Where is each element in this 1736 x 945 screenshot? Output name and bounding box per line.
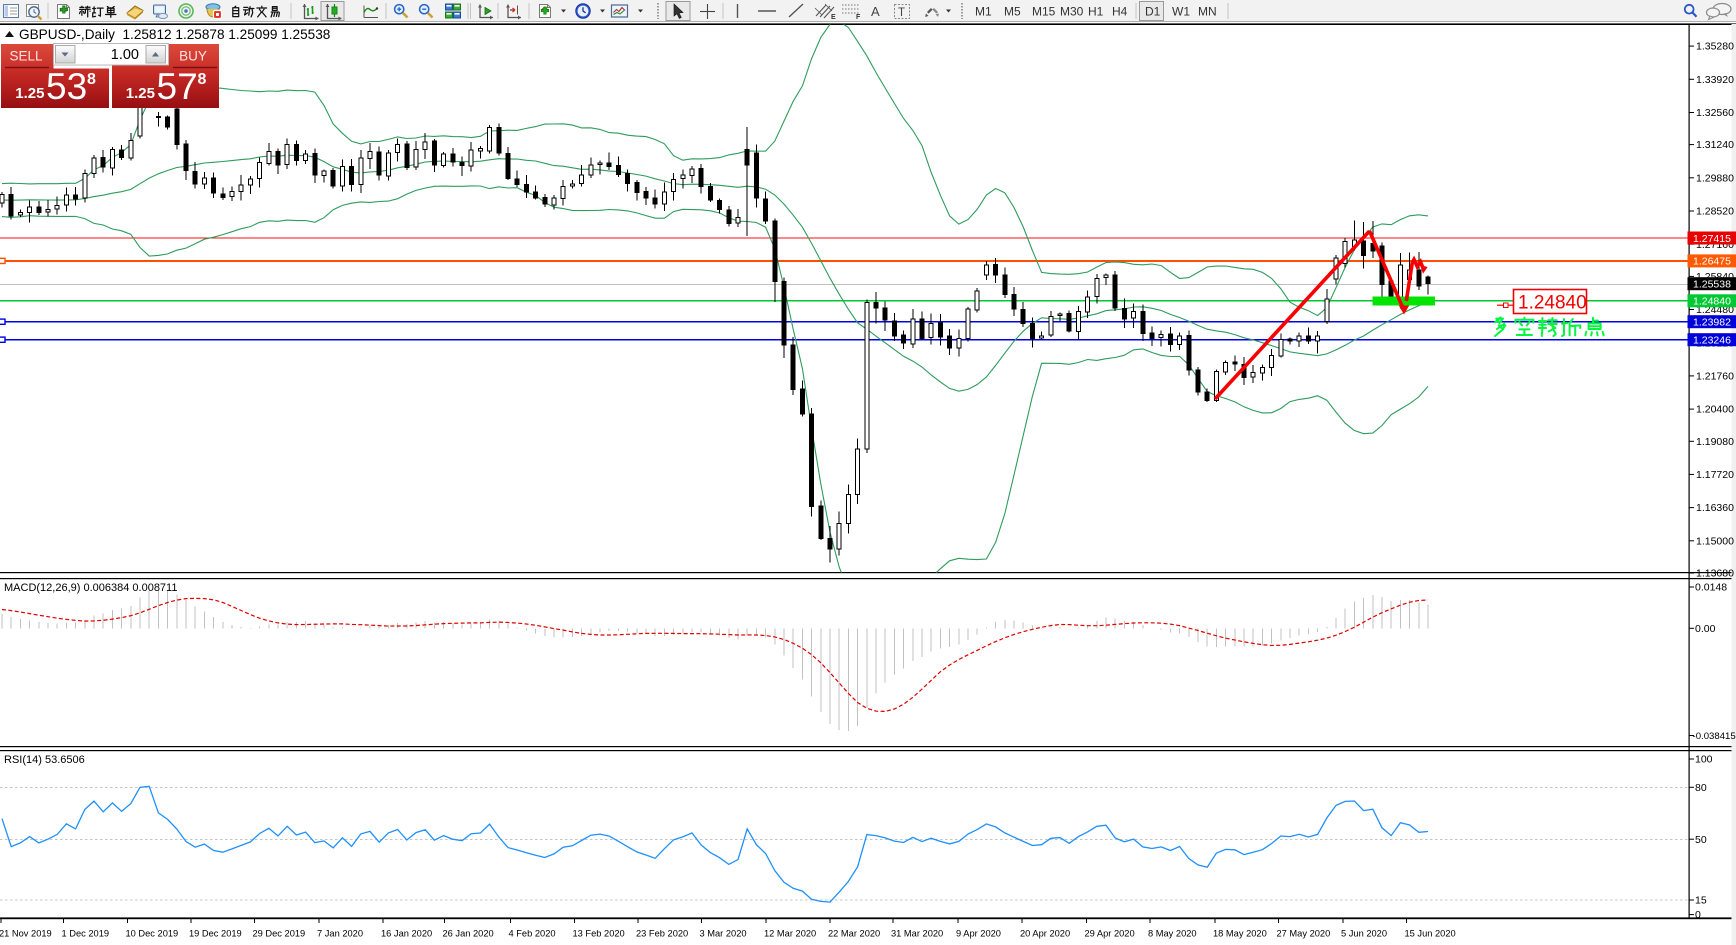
svg-text:100: 100 xyxy=(1695,754,1713,766)
svg-text:A: A xyxy=(871,4,880,19)
svg-text:31 Mar 2020: 31 Mar 2020 xyxy=(891,929,943,939)
svg-text:1.25538: 1.25538 xyxy=(1693,279,1731,291)
svg-text:50: 50 xyxy=(1695,834,1707,846)
svg-text:10 Dec 2019: 10 Dec 2019 xyxy=(126,929,179,939)
svg-text:1.25: 1.25 xyxy=(15,85,44,102)
svg-text:1.15000: 1.15000 xyxy=(1696,535,1734,547)
svg-text:20 Apr 2020: 20 Apr 2020 xyxy=(1020,929,1070,939)
svg-text:MACD(12,26,9) 0.006384 0.00871: MACD(12,26,9) 0.006384 0.008711 xyxy=(4,582,177,594)
svg-text:M30: M30 xyxy=(1060,5,1084,19)
svg-text:8 May 2020: 8 May 2020 xyxy=(1148,929,1197,939)
svg-text:1.33920: 1.33920 xyxy=(1696,74,1734,86)
svg-text:8: 8 xyxy=(87,71,96,88)
svg-text:E: E xyxy=(831,14,836,21)
svg-text:16 Jan 2020: 16 Jan 2020 xyxy=(381,929,432,939)
svg-text:1.28520: 1.28520 xyxy=(1696,206,1734,218)
svg-text:1.25: 1.25 xyxy=(126,85,155,102)
svg-text:M5: M5 xyxy=(1004,5,1021,19)
svg-text:GBPUSD-,Daily 1.25812 1.25878: GBPUSD-,Daily 1.25812 1.25878 1.25099 1.… xyxy=(19,27,330,42)
svg-text:15: 15 xyxy=(1695,895,1707,907)
svg-text:26 Jan 2020: 26 Jan 2020 xyxy=(443,929,494,939)
svg-text:12 Mar 2020: 12 Mar 2020 xyxy=(764,929,816,939)
svg-text:53: 53 xyxy=(46,66,87,107)
svg-text:1.35280: 1.35280 xyxy=(1696,41,1734,53)
svg-text:M1: M1 xyxy=(975,5,992,19)
svg-text:H4: H4 xyxy=(1112,5,1128,19)
svg-text:RSI(14) 53.6506: RSI(14) 53.6506 xyxy=(4,754,85,766)
svg-text:57: 57 xyxy=(157,66,198,107)
svg-text:F: F xyxy=(856,14,861,21)
svg-text:1.13680: 1.13680 xyxy=(1696,568,1734,580)
svg-text:23 Feb 2020: 23 Feb 2020 xyxy=(636,929,688,939)
svg-text:W1: W1 xyxy=(1172,5,1190,19)
svg-text:19 Dec 2019: 19 Dec 2019 xyxy=(189,929,242,939)
svg-text:0.0148: 0.0148 xyxy=(1695,582,1727,594)
svg-text:1.26475: 1.26475 xyxy=(1693,256,1731,268)
svg-text:1.21760: 1.21760 xyxy=(1696,371,1734,383)
svg-text:13 Feb 2020: 13 Feb 2020 xyxy=(573,929,625,939)
svg-text:1 Dec 2019: 1 Dec 2019 xyxy=(62,929,110,939)
svg-text:8: 8 xyxy=(198,71,207,88)
svg-text:15 Jun 2020: 15 Jun 2020 xyxy=(1405,929,1456,939)
svg-text:21 Nov 2019: 21 Nov 2019 xyxy=(0,929,52,939)
svg-text:22 Mar 2020: 22 Mar 2020 xyxy=(828,929,880,939)
svg-text:1.32560: 1.32560 xyxy=(1696,107,1734,119)
svg-text:BUY: BUY xyxy=(179,49,207,64)
svg-text:29 Apr 2020: 29 Apr 2020 xyxy=(1085,929,1135,939)
svg-text:27 May 2020: 27 May 2020 xyxy=(1277,929,1331,939)
svg-text:0: 0 xyxy=(1695,909,1701,921)
svg-text:1.20400: 1.20400 xyxy=(1696,404,1734,416)
svg-text:D1: D1 xyxy=(1145,5,1161,19)
svg-text:1.31240: 1.31240 xyxy=(1696,139,1734,151)
svg-text:3 Mar 2020: 3 Mar 2020 xyxy=(700,929,747,939)
svg-text:1.00: 1.00 xyxy=(111,47,139,63)
svg-text:80: 80 xyxy=(1695,782,1707,794)
svg-text:MN: MN xyxy=(1198,5,1217,19)
svg-text:-0.038415: -0.038415 xyxy=(1693,731,1736,742)
svg-text:M15: M15 xyxy=(1032,5,1056,19)
svg-text:1.24840: 1.24840 xyxy=(1518,293,1587,314)
svg-text:0.00: 0.00 xyxy=(1695,623,1716,635)
svg-text:1.17720: 1.17720 xyxy=(1696,469,1734,481)
svg-text:4 Feb 2020: 4 Feb 2020 xyxy=(509,929,556,939)
svg-text:T: T xyxy=(898,7,905,19)
svg-text:9 Apr 2020: 9 Apr 2020 xyxy=(956,929,1001,939)
svg-text:1.29880: 1.29880 xyxy=(1696,172,1734,184)
svg-text:1.23246: 1.23246 xyxy=(1693,335,1731,347)
svg-text:7 Jan 2020: 7 Jan 2020 xyxy=(317,929,363,939)
svg-text:29 Dec 2019: 29 Dec 2019 xyxy=(253,929,306,939)
svg-text:SELL: SELL xyxy=(9,49,43,64)
svg-text:H1: H1 xyxy=(1088,5,1104,19)
svg-text:1.16360: 1.16360 xyxy=(1696,502,1734,514)
svg-text:1.19080: 1.19080 xyxy=(1696,436,1734,448)
svg-text:1.24840: 1.24840 xyxy=(1693,296,1731,308)
svg-text:18 May 2020: 18 May 2020 xyxy=(1213,929,1267,939)
svg-text:1.23982: 1.23982 xyxy=(1693,317,1731,329)
svg-text:5 Jun 2020: 5 Jun 2020 xyxy=(1341,929,1387,939)
svg-text:1.27415: 1.27415 xyxy=(1693,233,1731,245)
